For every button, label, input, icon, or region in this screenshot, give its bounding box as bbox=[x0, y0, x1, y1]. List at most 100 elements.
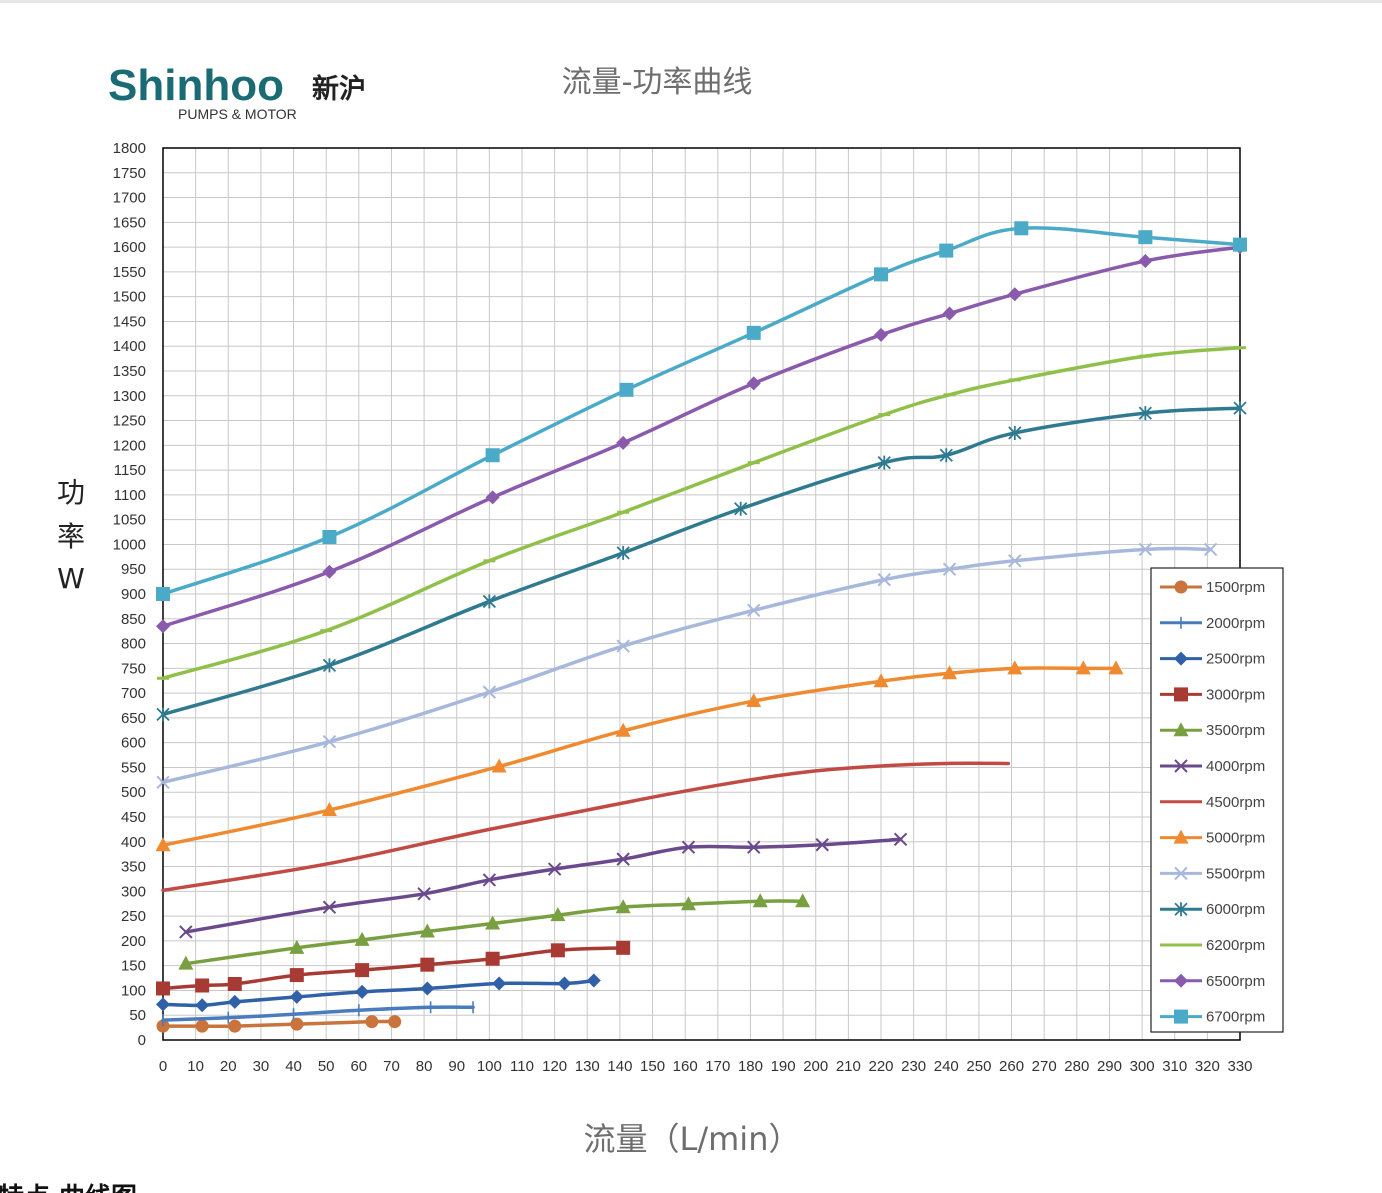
point-6000rpm-9 bbox=[1233, 401, 1247, 416]
point-2500rpm-8 bbox=[586, 973, 601, 988]
y-tick-label-28: 1400 bbox=[113, 338, 146, 355]
point-4000rpm-6 bbox=[681, 840, 696, 854]
x-tick-label-21: 210 bbox=[836, 1058, 861, 1075]
x-tick-label-26: 260 bbox=[999, 1058, 1024, 1075]
point-1500rpm-3 bbox=[290, 1017, 304, 1031]
point-3000rpm-2 bbox=[227, 977, 242, 992]
point-5000rpm-5 bbox=[873, 673, 889, 688]
x-tick-label-24: 240 bbox=[934, 1058, 959, 1075]
point-6500rpm-3 bbox=[616, 435, 631, 450]
series-2000rpm bbox=[161, 1001, 475, 1027]
legend-label: 3500rpm bbox=[1206, 722, 1265, 739]
x-tick-label-19: 190 bbox=[771, 1058, 796, 1075]
legend-label: 2500rpm bbox=[1206, 651, 1265, 668]
x-tick-label-0: 0 bbox=[159, 1058, 167, 1075]
point-3000rpm-4 bbox=[355, 963, 370, 978]
legend-entry-3000rpm: 3000rpm bbox=[1160, 686, 1265, 703]
y-tick-label-26: 1300 bbox=[113, 388, 146, 405]
point-4000rpm-7 bbox=[747, 840, 761, 854]
point-1500rpm-1 bbox=[195, 1019, 209, 1033]
y-tick-label-6: 300 bbox=[121, 883, 146, 900]
y-tick-label-35: 1750 bbox=[113, 165, 146, 182]
point-6000rpm-1 bbox=[322, 658, 337, 673]
legend-swatch-marker bbox=[1173, 829, 1189, 844]
x-tick-label-31: 310 bbox=[1162, 1058, 1187, 1075]
y-tick-label-30: 1500 bbox=[113, 289, 146, 306]
y-tick-label-19: 950 bbox=[121, 561, 146, 578]
x-tick-label-9: 90 bbox=[448, 1058, 465, 1075]
legend-entry-6000rpm: 6000rpm bbox=[1160, 901, 1265, 918]
point-6700rpm-8 bbox=[1138, 230, 1153, 245]
point-3500rpm-1 bbox=[289, 939, 305, 954]
point-3500rpm-6 bbox=[615, 899, 631, 914]
point-2500rpm-4 bbox=[355, 984, 370, 999]
point-6000rpm-8 bbox=[1138, 406, 1152, 421]
point-6500rpm-7 bbox=[1007, 287, 1022, 302]
x-tick-label-17: 170 bbox=[705, 1058, 730, 1075]
series-1500rpm bbox=[156, 1015, 402, 1033]
point-6000rpm-6 bbox=[939, 448, 953, 463]
point-2500rpm-1 bbox=[195, 998, 210, 1013]
x-tick-label-18: 180 bbox=[738, 1058, 763, 1075]
y-tick-label-31: 1550 bbox=[113, 264, 146, 281]
point-2500rpm-7 bbox=[557, 976, 572, 991]
y-tick-label-33: 1650 bbox=[113, 214, 146, 231]
y-axis-label-line3: W bbox=[57, 562, 85, 595]
y-tick-label-10: 500 bbox=[121, 784, 146, 801]
legend-entry-5500rpm: 5500rpm bbox=[1160, 865, 1265, 882]
legend-label: 6700rpm bbox=[1206, 1009, 1265, 1026]
y-tick-label-34: 1700 bbox=[113, 190, 146, 207]
point-6500rpm-0 bbox=[156, 619, 170, 634]
legend-swatch-marker bbox=[1174, 651, 1188, 666]
legend-entry-6200rpm: 6200rpm bbox=[1160, 937, 1265, 954]
legend-box bbox=[1150, 567, 1284, 1033]
legend-swatch-marker bbox=[1174, 1009, 1188, 1024]
legend-label: 4000rpm bbox=[1206, 758, 1265, 775]
point-3000rpm-3 bbox=[289, 968, 304, 983]
series-line-6200rpm bbox=[161, 345, 1242, 680]
series-5500rpm bbox=[156, 542, 1218, 790]
point-6700rpm-3 bbox=[619, 382, 634, 397]
legend-entry-3500rpm: 3500rpm bbox=[1160, 722, 1265, 739]
x-tick-label-30: 300 bbox=[1130, 1058, 1155, 1075]
point-5500rpm-0 bbox=[156, 775, 170, 790]
legend-label: 6500rpm bbox=[1206, 973, 1265, 990]
y-tick-label-20: 1000 bbox=[113, 536, 146, 553]
x-axis-label: 流量（L/min） bbox=[584, 1120, 801, 1158]
y-tick-label-16: 800 bbox=[121, 636, 146, 653]
x-tick-label-14: 140 bbox=[607, 1058, 632, 1075]
series-group bbox=[155, 221, 1247, 1033]
legend-entry-4500rpm: 4500rpm bbox=[1160, 794, 1265, 811]
series-line-4500rpm bbox=[161, 761, 1011, 893]
point-5500rpm-3 bbox=[616, 639, 630, 653]
x-tick-label-23: 230 bbox=[901, 1058, 926, 1075]
series-line-3500rpm bbox=[184, 899, 805, 966]
x-tick-label-15: 150 bbox=[640, 1058, 665, 1075]
legend-entry-6700rpm: 6700rpm bbox=[1160, 1009, 1265, 1026]
point-6000rpm-0 bbox=[156, 707, 170, 722]
y-tick-label-27: 1350 bbox=[113, 363, 146, 380]
point-4000rpm-3 bbox=[482, 873, 497, 887]
point-5500rpm-5 bbox=[877, 572, 891, 587]
legend-swatch-marker bbox=[1174, 973, 1188, 988]
x-tick-label-5: 50 bbox=[318, 1058, 335, 1075]
y-tick-label-0: 0 bbox=[138, 1032, 146, 1049]
point-2500rpm-0 bbox=[156, 997, 170, 1012]
point-5500rpm-9 bbox=[1203, 542, 1218, 557]
point-5000rpm-7 bbox=[1007, 660, 1023, 675]
logo-chinese-name: 新沪 bbox=[312, 73, 366, 105]
series-4500rpm bbox=[161, 761, 1011, 893]
point-6500rpm-4 bbox=[746, 376, 761, 391]
point-4000rpm-4 bbox=[547, 862, 562, 876]
point-4000rpm-2 bbox=[417, 887, 431, 901]
x-tick-label-12: 120 bbox=[542, 1058, 567, 1075]
point-5500rpm-6 bbox=[942, 562, 957, 576]
y-tick-label-17: 850 bbox=[121, 611, 146, 628]
point-3000rpm-5 bbox=[420, 957, 435, 972]
point-6500rpm-1 bbox=[322, 564, 337, 579]
y-tick-label-5: 250 bbox=[121, 908, 146, 925]
x-tick-label-2: 20 bbox=[220, 1058, 237, 1075]
x-tick-label-1: 10 bbox=[187, 1058, 204, 1075]
point-6700rpm-1 bbox=[322, 530, 337, 545]
point-6500rpm-2 bbox=[485, 490, 500, 505]
